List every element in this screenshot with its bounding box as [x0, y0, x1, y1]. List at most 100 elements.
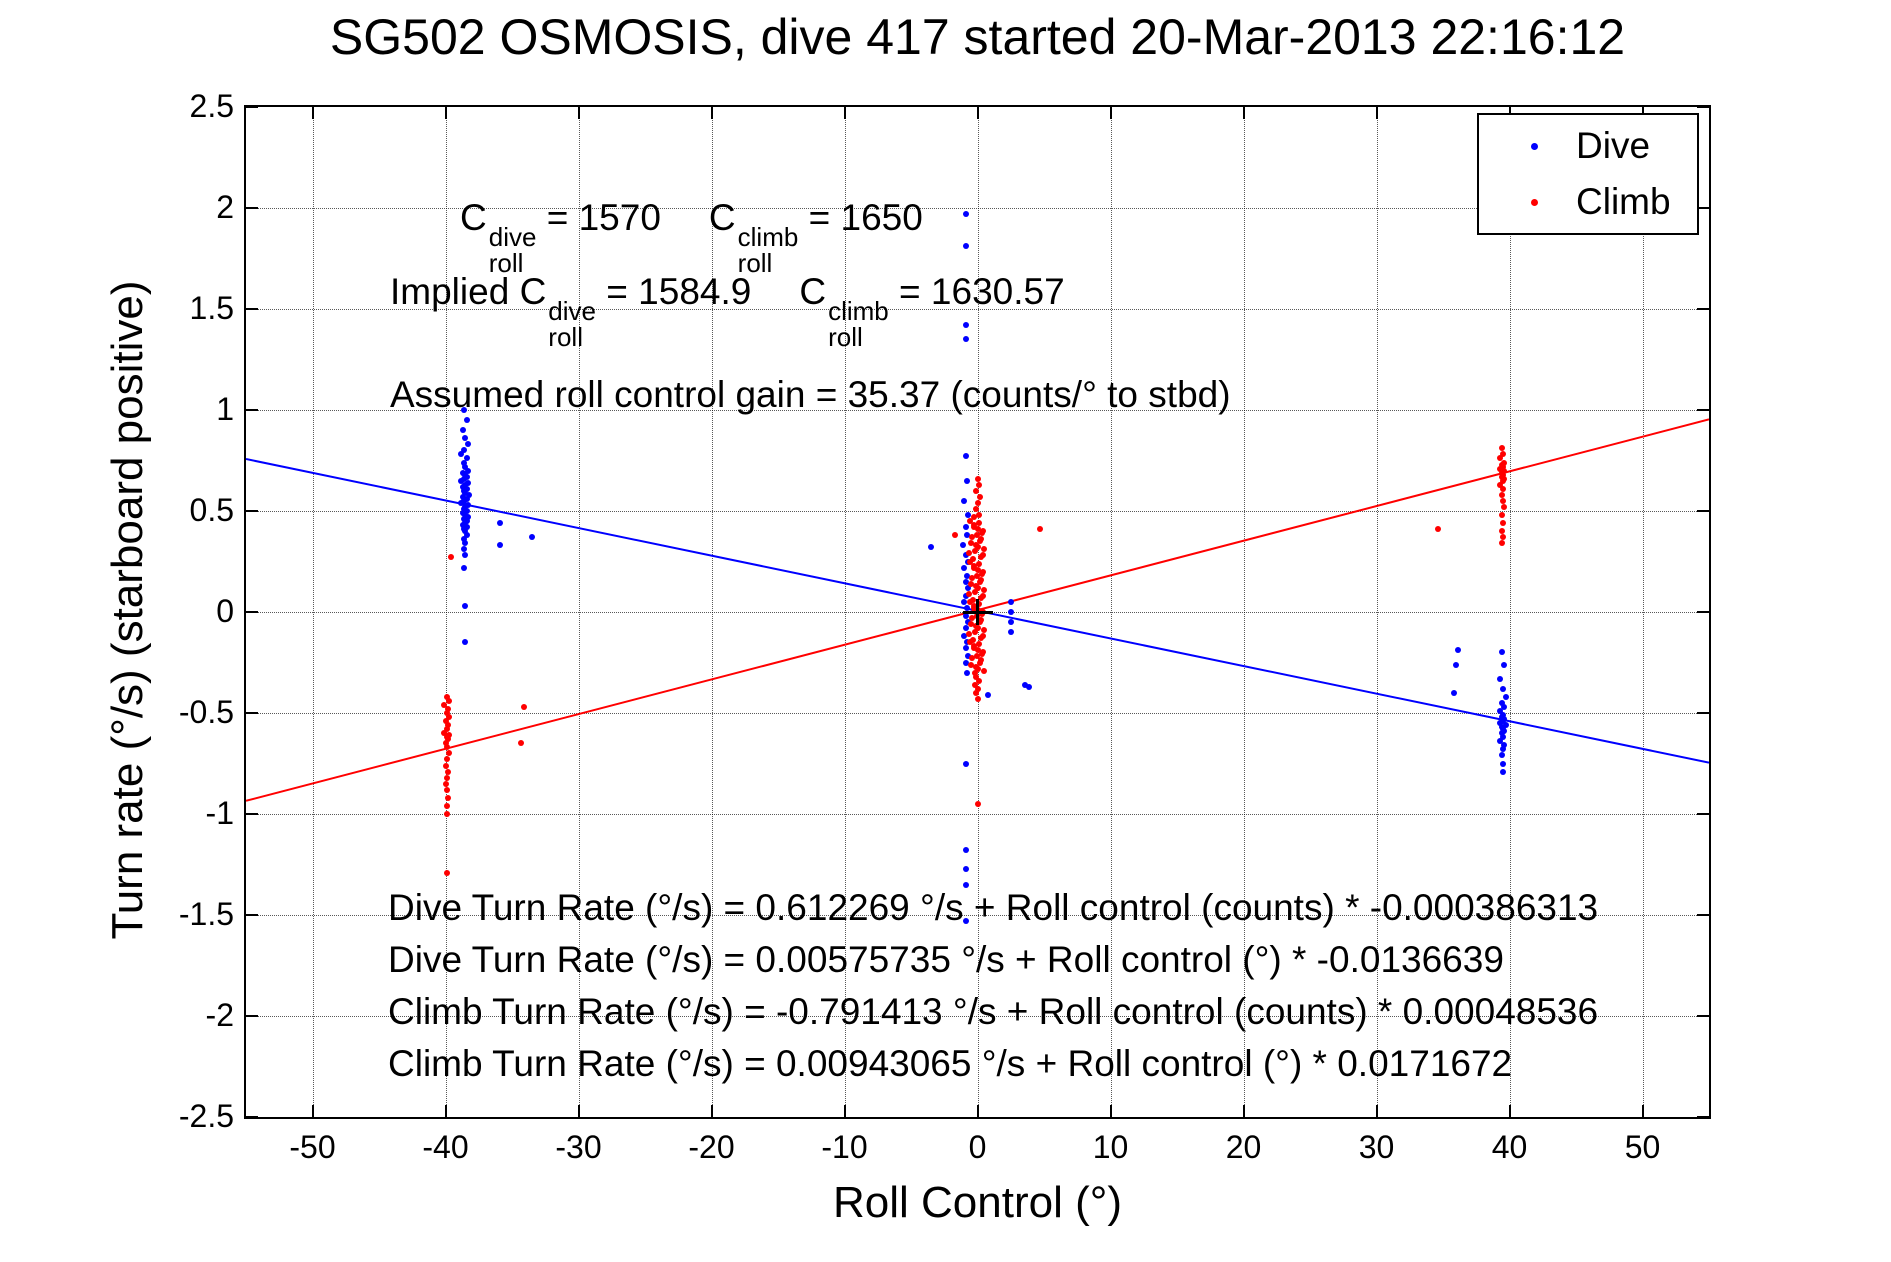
subscript: roll	[548, 321, 583, 352]
dive-point	[962, 243, 969, 250]
climb-point	[445, 705, 452, 712]
climb-point	[975, 526, 982, 533]
dive-point	[962, 847, 969, 854]
dive-point	[462, 528, 469, 535]
dive-point	[1501, 742, 1508, 749]
x-tick	[577, 107, 580, 119]
dive-point	[1007, 598, 1014, 605]
x-tick-label: 40	[1491, 1129, 1528, 1165]
y-tick-label: 0.5	[189, 492, 234, 528]
climb-point	[971, 588, 978, 595]
climb-point	[974, 584, 981, 591]
dive-point	[463, 455, 470, 462]
dive-point	[963, 532, 970, 539]
y-tick-label: 0	[216, 593, 234, 629]
climb-point	[1498, 445, 1505, 452]
equation-line: Climb Turn Rate (°/s) = 0.00943065 °/s +…	[388, 1043, 1513, 1084]
dive-point	[962, 578, 969, 585]
climb-point	[1498, 491, 1505, 498]
equation-line: Dive Turn Rate (°/s) = 0.00575735 °/s + …	[388, 939, 1504, 980]
dive-point	[1502, 722, 1509, 729]
dive-point	[1497, 738, 1504, 745]
climb-point	[969, 615, 976, 622]
y-tick	[1697, 409, 1709, 411]
climb-point	[979, 528, 986, 535]
origin-plus-marker	[976, 599, 979, 625]
climb-point	[1499, 534, 1506, 541]
y-tick	[246, 813, 258, 815]
climb-point	[971, 548, 978, 555]
climb-point	[1499, 520, 1506, 527]
climb-point	[970, 604, 977, 611]
climb-point	[1498, 528, 1505, 535]
dive-point	[1007, 609, 1014, 615]
climb-point	[981, 546, 988, 553]
x-tick-label: 20	[1225, 1129, 1262, 1165]
climb-point	[977, 536, 984, 543]
y-tick	[246, 308, 258, 310]
climb-point	[974, 800, 981, 807]
x-tick-label: -40	[422, 1129, 469, 1165]
climb-point	[1499, 451, 1506, 458]
dive-point	[962, 918, 969, 925]
climb-point	[975, 520, 982, 527]
dive-point	[463, 473, 470, 480]
dive-point	[1501, 661, 1508, 668]
subscript: roll	[488, 247, 524, 278]
dive-point	[458, 451, 465, 458]
y-tick	[246, 712, 258, 714]
dive-point	[465, 441, 472, 448]
dive-point	[462, 463, 469, 470]
x-tick	[1242, 1105, 1245, 1117]
x-tick-label: -30	[555, 1129, 602, 1165]
climb-point	[443, 802, 450, 809]
climb-point	[975, 641, 982, 648]
climb-point	[1498, 512, 1505, 519]
climb-point	[967, 540, 974, 547]
dive-point	[1498, 699, 1505, 706]
dive-point	[1499, 768, 1506, 775]
dive-point	[962, 336, 969, 343]
dive-point	[1007, 619, 1014, 626]
climb-point	[967, 661, 974, 668]
climb-point	[979, 568, 986, 575]
climb-point	[442, 718, 449, 725]
climb-point	[969, 574, 976, 581]
climb-point	[976, 481, 983, 488]
climb-point	[441, 701, 448, 708]
climb-point	[977, 617, 984, 624]
climb-point	[980, 592, 987, 599]
dive-point	[497, 520, 504, 527]
dive-point	[462, 489, 469, 496]
y-gridline	[246, 309, 1709, 310]
y-gridline	[246, 915, 1709, 916]
y-gridline	[246, 814, 1709, 815]
y-tick	[1697, 813, 1709, 815]
climb-point	[969, 596, 976, 603]
x-tick	[444, 1105, 447, 1117]
climb-point	[974, 665, 981, 672]
climb-point	[969, 655, 976, 662]
dive-point	[461, 546, 468, 553]
dive-point	[963, 669, 970, 676]
dive-point	[459, 427, 466, 434]
climb-point	[441, 730, 448, 737]
climb-point	[969, 534, 976, 541]
legend-item-climb: Climb	[1479, 177, 1697, 227]
x-tick	[710, 107, 713, 119]
climb-point	[951, 532, 958, 539]
x-tick-label: 50	[1624, 1129, 1661, 1165]
dive-point	[962, 322, 969, 329]
climb-point	[973, 487, 980, 494]
climb-point	[443, 726, 450, 733]
x-tick-label: -20	[688, 1129, 735, 1165]
climb-point	[1497, 465, 1504, 472]
dive-point	[1499, 760, 1506, 767]
y-tick	[1697, 1015, 1709, 1017]
dive-point	[465, 501, 472, 508]
y-tick-label: 2.5	[189, 88, 234, 124]
legend-label-climb: Climb	[1576, 181, 1671, 222]
dive-point	[962, 453, 969, 460]
